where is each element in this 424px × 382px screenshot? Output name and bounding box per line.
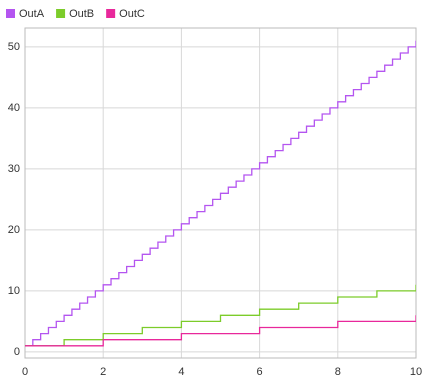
legend-label: OutA xyxy=(19,8,45,20)
y-tick-label: 0 xyxy=(14,346,20,358)
x-tick-label: 6 xyxy=(257,366,263,378)
series-line xyxy=(25,315,416,347)
x-tick-label: 8 xyxy=(335,366,341,378)
legend: OutA OutB OutC xyxy=(6,8,145,20)
x-tick-label: 4 xyxy=(178,366,184,378)
y-tick-label: 50 xyxy=(8,41,20,53)
y-tick-label: 10 xyxy=(8,285,20,297)
legend-label: OutB xyxy=(69,8,94,20)
y-tick-label: 30 xyxy=(8,163,20,175)
legend-swatch xyxy=(6,9,15,18)
series-line xyxy=(25,40,416,347)
x-tick-label: 0 xyxy=(22,366,28,378)
series-line xyxy=(25,284,416,347)
legend-label: OutC xyxy=(119,8,145,20)
legend-swatch xyxy=(106,9,116,18)
plot-frame xyxy=(24,27,417,359)
series-lines xyxy=(25,40,416,347)
x-tick-label: 2 xyxy=(100,366,106,378)
y-tick-label: 40 xyxy=(8,102,20,114)
y-tick-label: 20 xyxy=(8,224,20,236)
x-tick-label: 10 xyxy=(410,366,422,378)
legend-swatch xyxy=(56,9,66,18)
